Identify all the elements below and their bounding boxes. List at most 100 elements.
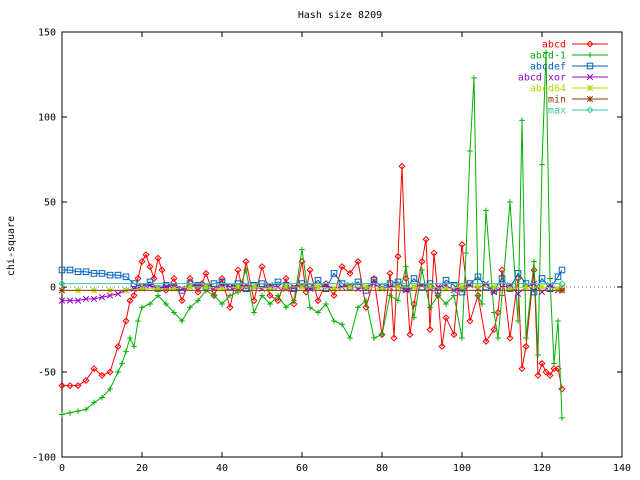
data-point-abcd-1 [163,301,169,307]
legend-label-abcd64: abcd64 [530,84,566,95]
data-point-abcd-1 [323,301,329,307]
data-point-abcd-xor [74,297,82,304]
data-point-abcd64 [250,283,258,291]
legend-label-max: max [548,106,566,117]
data-point-abcd [338,263,346,271]
data-point-abcd64 [538,283,546,291]
data-point-abcd [542,368,550,376]
data-point-abcd-1 [91,399,97,406]
data-point-abcd64 [154,285,162,292]
data-point-abcd64 [186,283,194,291]
data-point-abcd64 [522,283,530,291]
data-point-abcd [494,308,502,317]
data-point-abcd-1 [371,335,377,341]
data-point-abcd64 [474,283,482,291]
data-point-abcd [74,382,82,390]
data-point-abcd [422,235,430,243]
data-point-abcd-xor [114,290,122,297]
data-point-abcd [170,274,178,283]
data-point-abcd-1 [535,352,541,358]
data-point-abcd [250,297,258,305]
data-point-abcd [266,291,274,300]
data-point-abcd-1 [559,415,565,421]
data-point-abcd-xor [98,294,106,301]
data-point-abcd [430,249,438,257]
data-point-abcd64 [218,285,226,292]
data-point-abcd-1 [267,301,273,307]
data-point-abcd-1 [251,309,257,316]
data-point-abcd-1 [543,49,549,56]
data-point-abcd [426,325,434,334]
data-point-abcdef [442,276,450,284]
data-point-abcd-1 [395,297,401,304]
data-point-abcd-1 [551,360,557,367]
data-point-abcdef [122,273,130,281]
data-point-abcd-1 [387,292,393,299]
data-point-abcd-xor [274,283,282,291]
data-point-abcd64 [394,283,402,291]
data-point-abcd-1 [179,318,185,324]
y-tick-label: 150 [38,28,56,39]
data-point-abcd64 [138,285,146,292]
data-point-abcd-1 [363,297,369,304]
data-point-abcd [362,303,370,311]
plot-frame [61,31,623,458]
data-point-abcd-xor [434,283,442,291]
legend-label-abcd: abcd [542,40,566,51]
data-point-abcd-1 [495,335,501,341]
data-point-max [58,280,66,288]
data-point-abcd64 [410,283,418,291]
data-point-abcd-1 [211,292,217,299]
data-point-abcd-xor [338,283,346,291]
data-point-abcd [538,359,546,368]
data-point-abcd-1 [259,292,265,299]
data-point-abcd-1 [463,250,469,256]
data-point-abcdef [58,266,66,274]
data-point-abcd [458,240,466,249]
y-axis-label: chi-square [6,216,17,276]
data-point-abcd-1 [491,309,497,316]
data-point-abcd-xor [106,292,114,299]
legend-label-abcd-1: abcd-1 [530,51,566,62]
data-point-abcd64 [314,283,322,291]
data-point-abcdef [330,270,338,277]
x-tick-label: 100 [453,463,471,474]
data-point-abcd [490,325,498,334]
data-point-abcd-1 [135,318,141,324]
data-point-abcd-1 [331,318,337,324]
data-point-abcd [194,288,202,296]
data-point-abcdef [290,285,298,292]
data-point-abcd-1 [451,292,457,299]
data-point-abcd-1 [339,321,345,328]
data-point-abcd64 [554,285,562,292]
data-point-abcdef [194,282,202,289]
data-point-abcd-1 [119,360,125,367]
legend-marker-abcd-1 [587,52,593,58]
data-point-abcd-1 [403,263,409,270]
data-point-abcd-1 [219,301,225,307]
data-point-abcd [518,365,526,373]
data-point-abcd-1 [547,275,553,282]
data-point-abcdef [90,270,98,277]
data-point-abcd [258,263,266,271]
data-point-abcd-1 [419,267,425,273]
data-point-abcd [522,342,530,351]
data-point-abcd [482,337,490,345]
data-point-abcd-1 [307,304,313,311]
y-tick-label: 100 [38,113,56,124]
data-point-abcd-1 [187,304,193,311]
data-point-abcd [154,254,162,262]
data-point-min [558,287,566,294]
data-point-abcd [146,263,154,271]
series-abcd-1 [59,49,565,421]
data-point-abcd-1 [275,292,281,299]
data-point-abcdef [162,282,170,289]
data-point-abcd [142,251,150,259]
legend-marker-abcd-xor [586,73,594,81]
data-point-abcdef [410,275,418,282]
data-point-abcd [106,368,114,376]
data-point-abcd-1 [507,199,513,205]
data-point-abcdef [514,270,522,277]
data-point-abcd [306,266,314,274]
